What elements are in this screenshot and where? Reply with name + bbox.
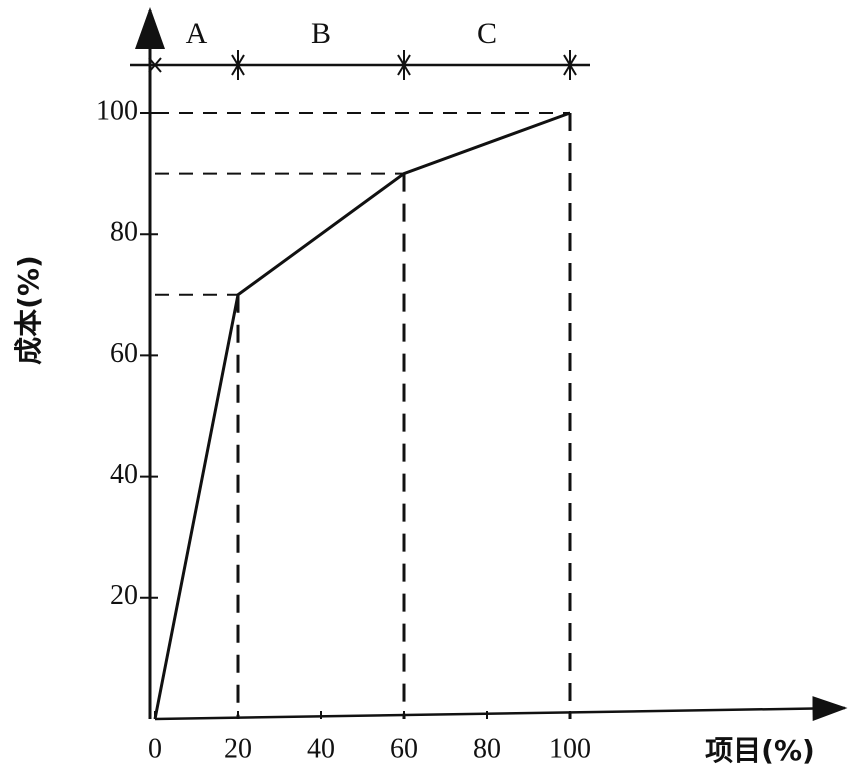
x-tick-label: 0 [148, 733, 162, 764]
x-tick-label: 40 [307, 733, 335, 764]
zone-boundary [148, 57, 162, 73]
x-axis [154, 696, 848, 722]
y-tick-label: 20 [110, 580, 138, 611]
zone-label: C [477, 17, 497, 50]
zone-boundary [563, 50, 577, 80]
y-tick-label: 60 [110, 338, 138, 369]
x-tick-label: 60 [390, 733, 418, 764]
data-line [153, 111, 571, 720]
zone-label: A [186, 17, 208, 50]
y-tick-label: 40 [110, 459, 138, 490]
x-tick-label: 100 [549, 733, 591, 764]
x-tick-label: 20 [224, 733, 252, 764]
zone-label: B [311, 17, 331, 50]
y-tick-label: 100 [96, 95, 138, 126]
zone-boundary [231, 50, 245, 80]
y-tick-label: 80 [110, 217, 138, 248]
y-axis-title: 成本(%) [12, 255, 45, 365]
x-axis-title: 项目(%) [705, 734, 815, 767]
zone-boundary [397, 50, 411, 80]
x-tick-label: 80 [473, 733, 501, 764]
